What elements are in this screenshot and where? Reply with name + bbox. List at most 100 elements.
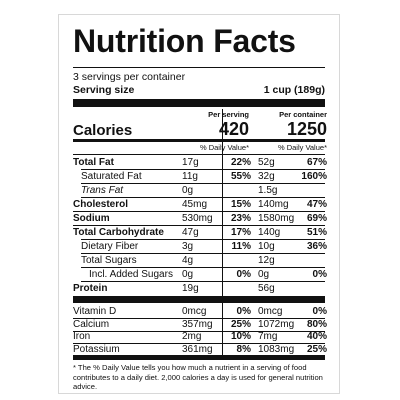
serving-dv: 11% <box>231 241 251 252</box>
row-divider <box>73 211 325 212</box>
row-divider <box>73 343 325 344</box>
row-divider <box>81 267 325 268</box>
serving-dv: 55% <box>230 171 251 182</box>
calories-label: Calories <box>73 122 133 139</box>
container-amount: 1083mg <box>258 343 295 355</box>
container-dv: 25% <box>306 343 327 355</box>
row-divider <box>81 253 325 254</box>
nutrient-name: Calcium <box>73 318 110 330</box>
container-amount: 32g <box>258 171 275 182</box>
serving-amount: 361mg <box>182 343 213 355</box>
nutrient-row: Total Fat 17g 22% 52g 67% <box>73 156 327 170</box>
calories-per-serving: 420 <box>218 119 249 139</box>
nutrient-name: Total Carbohydrate <box>73 227 164 238</box>
nutrient-row: Saturated Fat 11g 55% 32g 160% <box>73 170 327 184</box>
container-amount: 52g <box>258 157 275 168</box>
serving-dv: 10% <box>230 331 251 342</box>
serving-amount: 45mg <box>182 199 208 210</box>
nutrition-facts-label: Nutrition Facts 3 servings per container… <box>58 14 340 394</box>
serving-amount: 17g <box>182 157 199 168</box>
serving-dv: 0% <box>236 306 251 317</box>
nutrient-row: Trans Fat 0g 1.5g <box>73 184 325 198</box>
nutrient-name: Incl. Added Sugars <box>89 269 173 280</box>
footnote: * The % Daily Value tells you how much a… <box>73 363 323 391</box>
serving-amount: 47g <box>182 227 199 238</box>
serving-dv: 23% <box>230 213 251 224</box>
serving-size-label: Serving size <box>73 84 135 96</box>
nutrient-row: Sodium 530mg 23% 1580mg 69% <box>73 212 327 226</box>
nutrient-name: Cholesterol <box>73 199 129 210</box>
row-divider <box>81 197 325 198</box>
nutrient-name: Saturated Fat <box>81 171 142 182</box>
per-serving-label: Per serving <box>208 110 249 119</box>
divider <box>73 67 325 68</box>
nutrient-name: Dietary Fiber <box>81 241 139 252</box>
container-dv: 0% <box>312 269 327 280</box>
row-divider <box>81 169 325 170</box>
serving-amount: 0g <box>182 269 194 280</box>
serving-dv: 15% <box>230 199 251 210</box>
dv-header-container: % Daily Value* <box>277 143 327 152</box>
row-divider <box>81 239 325 240</box>
container-amount: 0mcg <box>258 306 283 317</box>
container-amount: 7mg <box>258 331 278 342</box>
nutrient-name: Total Fat <box>73 157 114 168</box>
servings-per-container: 3 servings per container <box>73 71 186 83</box>
container-amount: 10g <box>258 241 275 252</box>
row-divider <box>81 183 325 184</box>
divider-thick <box>73 296 325 303</box>
nutrient-row: Protein 19g 56g <box>73 282 325 296</box>
container-amount: 1580mg <box>258 213 295 224</box>
serving-dv: 17% <box>230 227 251 238</box>
nutrient-row: Cholesterol 45mg 15% 140mg 47% <box>73 198 327 212</box>
container-amount: 1072mg <box>258 318 295 330</box>
row-divider <box>73 330 325 332</box>
serving-amount: 11g <box>182 171 198 182</box>
row-divider <box>73 318 325 319</box>
divider-medium <box>73 139 325 142</box>
column-divider <box>222 109 223 355</box>
nutrient-name: Potassium <box>73 343 120 355</box>
nutrient-name: Vitamin D <box>73 306 117 317</box>
vitamin-row: Vitamin D 0mcg 0% 0mcg 0% <box>73 305 327 319</box>
container-amount: 1.5g <box>258 185 278 196</box>
nutrient-name: Iron <box>73 331 91 342</box>
serving-amount: 530mg <box>182 213 213 224</box>
vitamin-row: Calcium 357mg 25% 1072mg 80% <box>73 318 327 332</box>
nutrient-row: Incl. Added Sugars 0g 0% 0g 0% <box>73 268 327 282</box>
container-dv: 36% <box>306 241 327 252</box>
container-dv: 80% <box>306 318 327 330</box>
container-amount: 140mg <box>258 199 289 210</box>
nutrient-row: Total Sugars 4g 12g <box>73 254 325 268</box>
serving-amount: 2mg <box>182 331 202 342</box>
calories-per-container: 1250 <box>286 119 327 139</box>
serving-dv: 8% <box>236 343 251 355</box>
dv-header-serving: % Daily Value* <box>199 143 249 152</box>
serving-amount: 3g <box>182 241 194 252</box>
container-dv: 0% <box>312 306 327 317</box>
container-dv: 47% <box>306 199 327 210</box>
nutrient-row: Total Carbohydrate 47g 17% 140g 51% <box>73 226 327 240</box>
serving-dv: 0% <box>236 269 251 280</box>
label-title: Nutrition Facts <box>73 23 296 59</box>
container-dv: 40% <box>306 331 327 342</box>
divider-thick <box>73 99 325 107</box>
container-amount: 140g <box>258 227 281 238</box>
serving-amount: 0mcg <box>182 306 207 317</box>
serving-size-value: 1 cup (189g) <box>263 84 325 96</box>
container-dv: 69% <box>306 213 327 224</box>
nutrient-name: Trans Fat <box>81 185 124 196</box>
container-dv: 51% <box>306 227 327 238</box>
serving-amount: 4g <box>182 255 194 266</box>
serving-amount: 0g <box>182 185 194 196</box>
vitamin-row: Iron 2mg 10% 7mg 40% <box>73 330 327 344</box>
serving-amount: 357mg <box>182 318 213 330</box>
container-dv: 160% <box>301 171 327 182</box>
serving-amount: 19g <box>182 283 199 294</box>
per-container-label: Per container <box>279 110 327 119</box>
divider <box>73 154 325 155</box>
nutrient-row: Dietary Fiber 3g 11% 10g 36% <box>73 240 327 254</box>
container-amount: 0g <box>258 269 270 280</box>
container-dv: 67% <box>306 157 327 168</box>
nutrient-name: Total Sugars <box>81 255 137 266</box>
